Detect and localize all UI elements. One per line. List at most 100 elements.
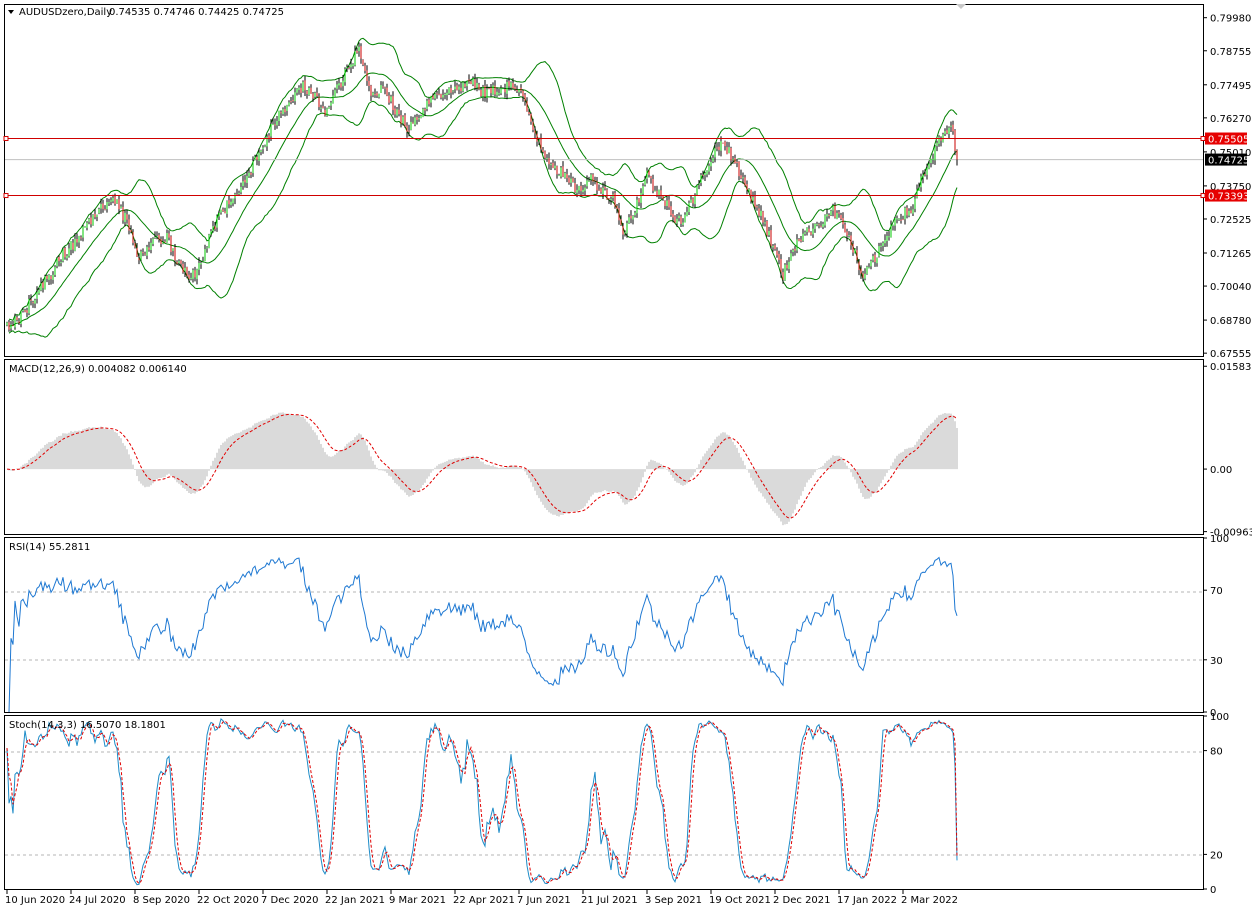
candle-bull [358,46,360,52]
candle-bull [260,150,262,153]
candle-bear [542,149,544,152]
candle-bear [524,94,526,101]
price-tick-label: 0.78755 [1210,47,1251,58]
candle-bear [734,157,736,164]
rsi-line [8,556,958,713]
candle-bear [470,81,472,84]
candle-bull [86,222,88,228]
candle-bull [564,173,566,178]
candle-bull [418,118,420,120]
candle-bear [592,174,594,182]
candle-bear [32,302,34,304]
candle-bull [198,262,200,270]
candle-bear [856,250,858,261]
candle-bull [212,226,214,232]
candle-bull [936,143,938,146]
stoch-tick-label: 0 [1210,885,1216,896]
macd-tick-label: 0.015838 [1210,362,1252,373]
candle-bear [64,247,66,258]
candle-bull [426,100,428,109]
candle-bear [834,205,836,218]
candle-bull [60,262,62,264]
rsi-tick-label: 70 [1210,586,1223,597]
time-tick-label: 8 Sep 2020 [133,895,190,906]
candle-bear [850,235,852,246]
candle-bear [680,216,682,224]
candle-bear [130,229,132,232]
candle-bull [728,147,730,153]
level-handle[interactable] [3,193,9,199]
candle-bear [902,219,904,221]
candle-bear [906,207,908,216]
candle-bull [472,78,474,85]
candle-bull [330,102,332,106]
candle-bull [166,233,168,243]
candle-bull [550,164,552,166]
candle-bear [194,270,196,278]
stoch-tick-label: 80 [1210,747,1223,758]
candle-bear [26,310,28,313]
candle-bear [392,96,394,111]
candle-bear [900,219,902,221]
candle-bull [654,190,656,192]
stoch-title: Stoch(14,3,3) 16.5070 18.1801 [9,720,166,731]
candle-bull [884,240,886,244]
candle-bear [180,260,182,264]
candle-bear [568,177,570,183]
candle-bull [448,87,450,94]
time-tick-label: 22 Oct 2020 [197,895,259,906]
candle-bull [446,92,448,96]
candle-bear [548,158,550,165]
candle-bull [926,167,928,175]
level-handle[interactable] [1200,193,1206,199]
stoch-tick-label: 20 [1210,850,1223,861]
candle-bear [776,250,778,256]
candle-bull [296,88,298,93]
scroll-shift-icon[interactable] [956,4,966,9]
candle-bear [400,115,402,124]
candle-bull [578,186,580,191]
candle-bull [262,147,264,150]
candle-bear [24,310,26,312]
rsi-tick-label: 30 [1210,656,1223,667]
candle-bull [586,180,588,187]
candle-bull [624,232,626,234]
candle-bear [114,196,116,204]
level-handle[interactable] [3,136,9,142]
candle-bull [642,186,644,194]
candle-bear [474,79,476,88]
macd-title: MACD(12,26,9) 0.004082 0.006140 [9,364,187,375]
horizontal-levels[interactable] [3,136,1206,199]
price-tick-label: 0.71265 [1210,249,1251,260]
candle-bear [656,190,658,196]
candle-bull [258,152,260,161]
candle-bull [420,115,422,119]
candle-bull [510,82,512,88]
candle-bull [928,163,930,169]
time-tick-label: 22 Apr 2021 [453,895,515,906]
candle-bull [276,120,278,126]
candle-bull [720,141,722,151]
candle-bear [228,200,230,205]
candle-bear [730,147,732,161]
candle-bear [954,130,956,151]
current-price-tag-label: 0.74725 [1208,156,1249,167]
candle-bear [532,122,534,130]
symbol-dropdown-icon[interactable] [8,10,14,14]
candle-bull [96,214,98,217]
candle-bull [682,222,684,225]
candle-bear [164,241,166,243]
candle-bear [862,273,864,278]
candle-bear [324,109,326,116]
candle-bear [118,199,120,210]
level-handle[interactable] [1200,136,1206,142]
candle-bear [160,239,162,244]
candle-bear [436,93,438,95]
candle-bear [478,84,480,90]
candle-bull [502,88,504,90]
candle-bear [450,88,452,93]
candle-bear [606,189,608,200]
candle-bull [836,212,838,220]
candle-bear [528,112,530,114]
